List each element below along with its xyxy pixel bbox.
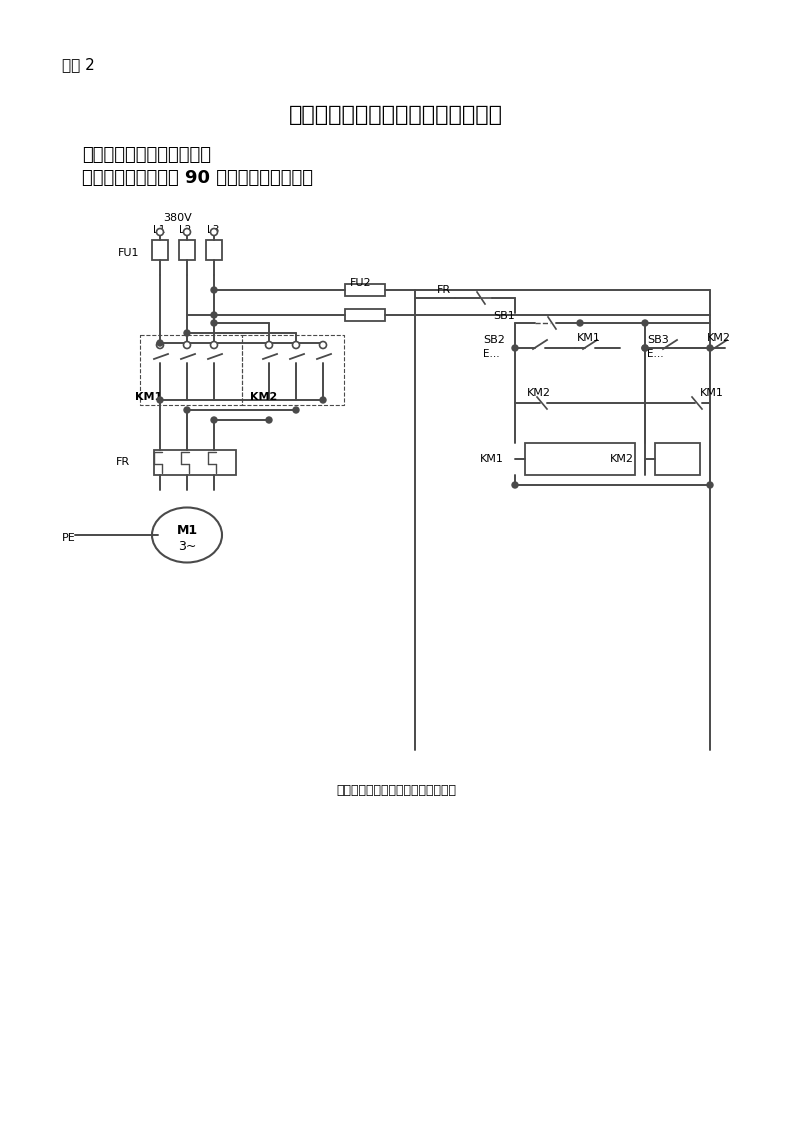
Circle shape — [320, 341, 327, 349]
Text: FR: FR — [437, 285, 451, 295]
Text: KM1: KM1 — [700, 388, 724, 398]
Text: SB1: SB1 — [493, 311, 515, 321]
Text: SB3: SB3 — [647, 335, 668, 344]
Circle shape — [156, 341, 163, 349]
Circle shape — [266, 417, 272, 423]
Circle shape — [293, 341, 300, 349]
Bar — [154, 450, 236, 475]
Text: L1: L1 — [153, 226, 166, 234]
Circle shape — [183, 341, 190, 349]
Text: 3~: 3~ — [178, 540, 196, 552]
Circle shape — [512, 344, 518, 351]
Text: E...: E... — [483, 349, 500, 359]
Ellipse shape — [152, 507, 222, 562]
Circle shape — [320, 397, 326, 403]
Circle shape — [157, 340, 163, 346]
Text: L2: L2 — [179, 226, 191, 234]
Circle shape — [211, 287, 217, 293]
Text: 要求：按下图要求在 90 分钟内完成安装电路: 要求：按下图要求在 90 分钟内完成安装电路 — [82, 169, 313, 187]
Text: 附件 2: 附件 2 — [62, 57, 94, 73]
Text: FR: FR — [116, 457, 130, 467]
Text: SB2: SB2 — [483, 335, 505, 344]
Text: KM1: KM1 — [480, 454, 504, 465]
Text: E...: E... — [647, 349, 664, 359]
Text: 380V: 380V — [163, 213, 193, 223]
Bar — [206, 240, 222, 260]
Text: KM1: KM1 — [577, 333, 601, 343]
Circle shape — [577, 320, 583, 327]
Circle shape — [211, 320, 217, 327]
Circle shape — [183, 229, 190, 236]
Bar — [345, 309, 385, 321]
Bar — [655, 443, 700, 475]
Circle shape — [211, 312, 217, 318]
Text: 电机一体化技能操作试题及评分标准: 电机一体化技能操作试题及评分标准 — [289, 105, 503, 125]
Circle shape — [642, 344, 648, 351]
Text: KM2: KM2 — [250, 392, 278, 402]
Circle shape — [184, 330, 190, 335]
Text: M1: M1 — [176, 524, 197, 536]
Bar — [525, 443, 635, 475]
Text: KM2: KM2 — [707, 333, 731, 343]
Text: L3: L3 — [207, 226, 220, 234]
Circle shape — [210, 341, 217, 349]
Circle shape — [210, 229, 217, 236]
Bar — [152, 240, 168, 260]
Circle shape — [266, 341, 273, 349]
Circle shape — [642, 344, 648, 351]
Text: FU1: FU1 — [118, 248, 140, 258]
Text: KM2: KM2 — [610, 454, 634, 465]
Circle shape — [707, 344, 713, 351]
Text: FU2: FU2 — [350, 278, 372, 288]
Circle shape — [642, 320, 648, 327]
Text: KM1: KM1 — [135, 392, 163, 402]
Circle shape — [184, 407, 190, 413]
Bar — [345, 284, 385, 296]
Circle shape — [293, 407, 299, 413]
Bar — [179, 240, 195, 260]
Circle shape — [512, 482, 518, 488]
Circle shape — [707, 482, 713, 488]
Circle shape — [157, 397, 163, 403]
Text: 接触器互锁的电机正反转控制电路图: 接触器互锁的电机正反转控制电路图 — [336, 783, 456, 797]
Circle shape — [156, 229, 163, 236]
Text: KM2: KM2 — [527, 388, 551, 398]
Circle shape — [211, 417, 217, 423]
Text: PE: PE — [62, 533, 76, 543]
Text: 试题：互锁正反转控制电路: 试题：互锁正反转控制电路 — [82, 146, 211, 164]
